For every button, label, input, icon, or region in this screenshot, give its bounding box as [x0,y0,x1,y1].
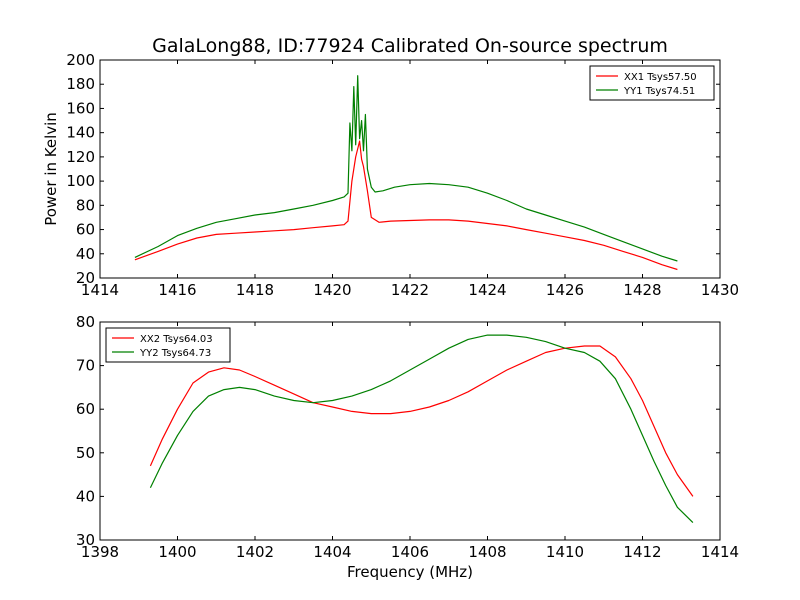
y-tick-label: 70 [76,357,95,375]
y-tick-label: 160 [66,99,95,117]
x-axis-label: Frequency (MHz) [347,563,473,581]
x-tick-label: 1414 [81,281,119,299]
x-tick-label: 1402 [236,543,274,561]
legend: XX1 Tsys57.50 YY1 Tsys74.51 [589,65,715,101]
x-tick-label: 1408 [468,543,506,561]
y-tick-label: 30 [76,531,95,549]
series-line-yy1 [134,75,678,262]
legend-box [589,65,715,101]
x-tick-label: 1416 [158,281,196,299]
x-tick-label: 1418 [236,281,274,299]
series-line-yy2 [149,334,694,524]
chart-title: GalaLong88, ID:77924 Calibrated On-sourc… [152,35,668,57]
y-tick-label: 180 [66,75,95,93]
y-tick-label: 50 [76,444,95,462]
y-tick-label: 40 [76,487,95,505]
y-axis-label: Power in Kelvin [42,112,60,226]
y-tick-label: 60 [76,221,95,239]
y-tick-label: 40 [76,245,95,263]
y-tick-label: 60 [76,400,95,418]
x-tick-label: 1410 [546,543,584,561]
y-tick-label: 140 [66,124,95,142]
series-line-xx2 [149,345,694,497]
x-tick-label: 1414 [701,543,739,561]
x-tick-label: 1420 [313,281,351,299]
legend-entry: XX2 Tsys64.03 [140,334,213,345]
legend-entry: XX1 Tsys57.50 [624,72,697,83]
x-tick-label: 1428 [623,281,661,299]
legend-entry: YY1 Tsys74.51 [623,86,695,97]
y-tick-label: 120 [66,148,95,166]
y-tick-label: 200 [66,51,95,69]
x-tick-label: 1424 [468,281,506,299]
x-tick-label: 1404 [313,543,351,561]
y-tick-label: 20 [76,269,95,287]
y-tick-label: 80 [76,313,95,331]
x-tick-label: 1422 [391,281,429,299]
series-line-xx1 [134,140,678,271]
y-tick-label: 80 [76,196,95,214]
legend: XX2 Tsys64.03 YY2 Tsys64.73 [105,327,231,363]
x-tick-label: 1430 [701,281,739,299]
x-tick-label: 1426 [546,281,584,299]
x-tick-label: 1406 [391,543,429,561]
x-tick-label: 1400 [158,543,196,561]
x-tick-label: 1398 [81,543,119,561]
legend-entry: YY2 Tsys64.73 [139,348,211,359]
x-tick-label: 1412 [623,543,661,561]
subplot-2: 1398 1400 1402 1404 1406 1408 1410 1412 1414 30 40… [76,313,739,561]
y-tick-label: 100 [66,172,95,190]
legend-box [105,327,231,363]
subplot-1: 1414 1416 1418 1420 1422 1424 1426 1428 1430 20 40… [66,51,739,299]
